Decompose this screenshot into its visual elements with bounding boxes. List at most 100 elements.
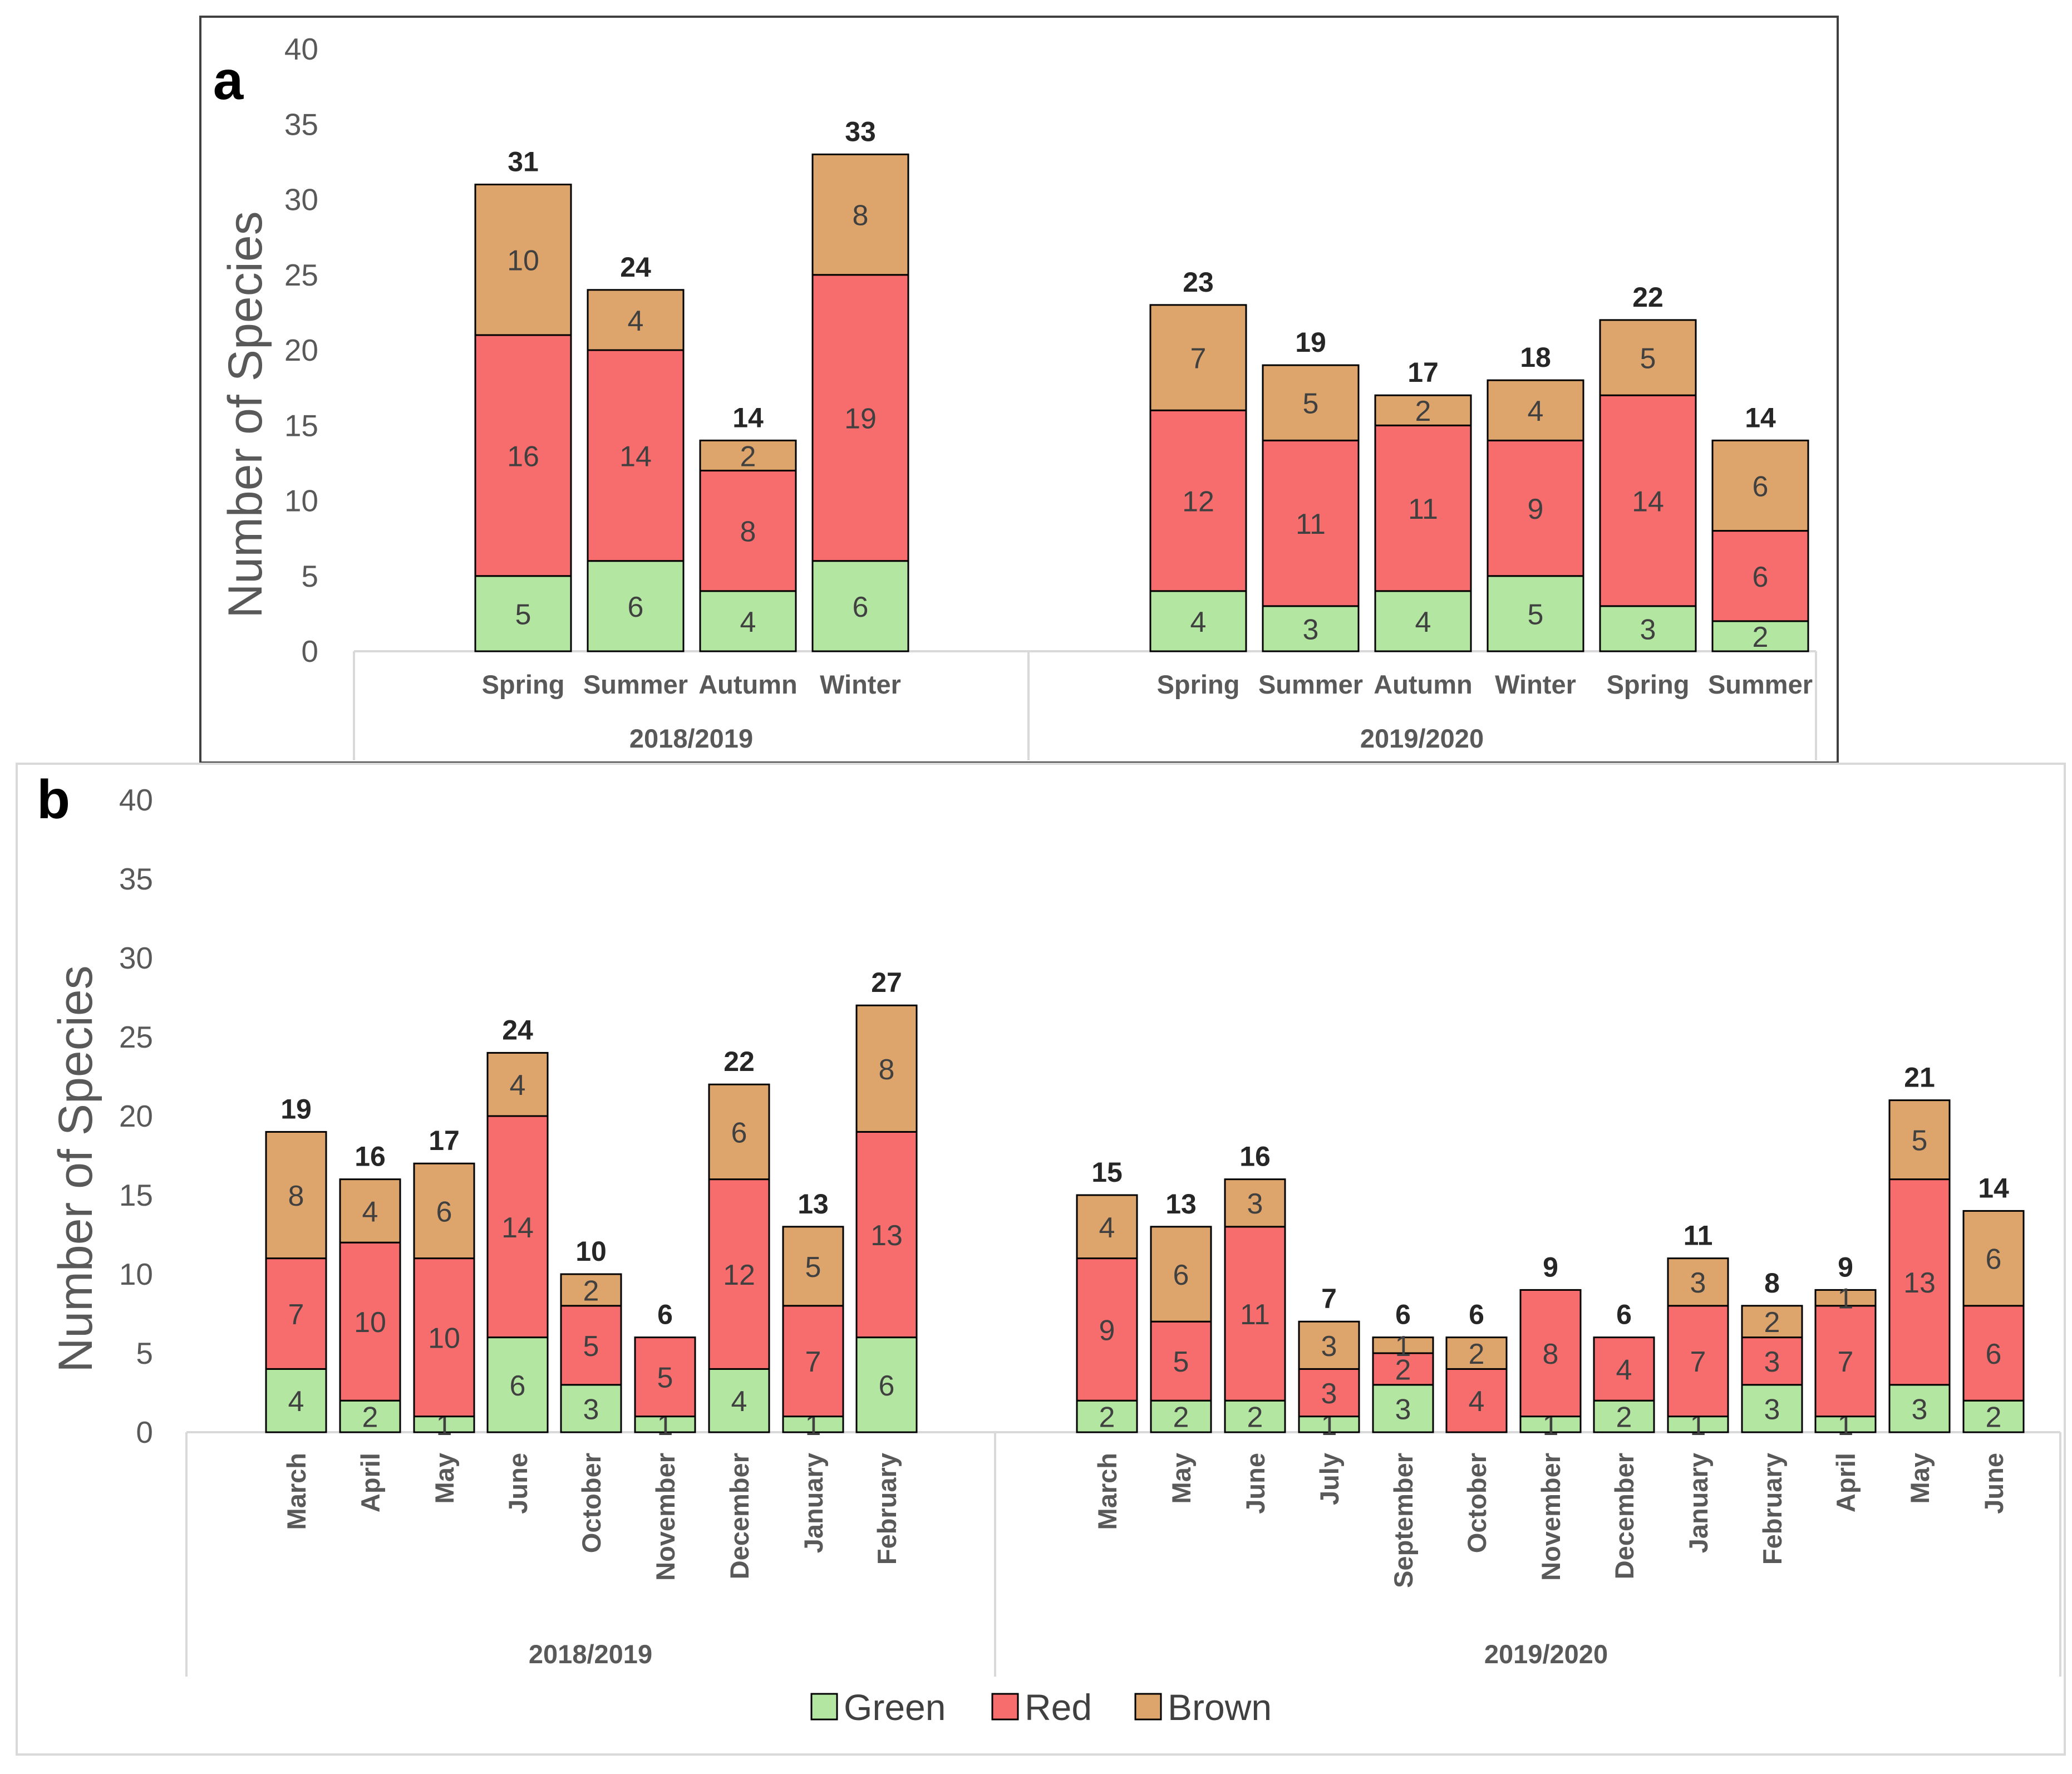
- bar-segment-red: [699, 469, 797, 592]
- bar-total-label: 24: [620, 252, 651, 283]
- segment-label: 3: [1764, 1393, 1780, 1426]
- x-category-label: Summer: [1258, 670, 1363, 699]
- segment-label: 11: [1296, 508, 1326, 540]
- segment-label: 2: [1753, 621, 1769, 653]
- x-category-label: October: [577, 1453, 606, 1553]
- x-group-label: 2019/2020: [1360, 724, 1484, 753]
- segment-label: 16: [507, 440, 539, 473]
- segment-label: 9: [1099, 1314, 1115, 1347]
- bar-total-label: 6: [657, 1299, 673, 1330]
- segment-label: 2: [740, 440, 756, 473]
- bar-segment-brown: [1149, 304, 1247, 411]
- segment-label: 7: [1690, 1346, 1706, 1378]
- y-tick-label: 5: [136, 1336, 153, 1370]
- segment-label: 6: [1753, 470, 1769, 503]
- segment-label: 5: [1303, 388, 1319, 420]
- bar-segment-brown: [474, 183, 572, 336]
- bar-segment-brown: [265, 1131, 327, 1260]
- bar-total-label: 10: [575, 1236, 607, 1267]
- x-category-label: January: [1684, 1453, 1713, 1553]
- y-tick-label: 5: [301, 559, 318, 593]
- segment-label: 4: [1099, 1212, 1115, 1244]
- segment-label: 3: [1395, 1393, 1411, 1426]
- bar-segment-green: [699, 590, 797, 652]
- bar-segment-red: [1487, 439, 1584, 577]
- bar-segment-green: [1298, 1416, 1360, 1433]
- x-category-label: Spring: [482, 670, 565, 699]
- segment-label: 5: [1640, 343, 1656, 375]
- x-group-label: 2018/2019: [529, 1639, 652, 1669]
- bar-total-label: 11: [1684, 1220, 1713, 1251]
- x-category-label: May: [430, 1453, 459, 1503]
- x-category-label: February: [872, 1453, 902, 1565]
- bar-total-label: 13: [1165, 1188, 1197, 1220]
- bar-segment-brown: [1262, 364, 1360, 441]
- segment-label: 3: [1690, 1267, 1706, 1299]
- y-tick-label: 40: [284, 32, 318, 66]
- segment-label: 12: [1182, 486, 1214, 518]
- bar-total-label: 17: [429, 1125, 460, 1156]
- bar-segment-brown: [1487, 379, 1584, 441]
- bar-total-label: 22: [1632, 282, 1663, 313]
- bar-segment-red: [339, 1241, 401, 1402]
- x-category-label: November: [651, 1453, 680, 1581]
- x-category-label: June: [1241, 1453, 1270, 1514]
- segment-label: 8: [879, 1054, 895, 1086]
- segment-label: 3: [583, 1393, 599, 1426]
- segment-label: 3: [1640, 613, 1656, 646]
- bar-total-label: 14: [732, 402, 764, 433]
- bar-segment-green: [1519, 1416, 1582, 1433]
- segment-label: 5: [657, 1362, 673, 1394]
- bar-total-label: 13: [798, 1188, 829, 1220]
- bar-segment-red: [474, 334, 572, 577]
- segment-label: 5: [1912, 1125, 1928, 1157]
- segment-label: 3: [1321, 1330, 1337, 1363]
- bar-segment-brown: [486, 1051, 549, 1117]
- segment-label: 14: [1632, 486, 1664, 518]
- panel-letter: a: [213, 50, 244, 111]
- bar-segment-brown: [1076, 1194, 1138, 1260]
- x-category-label: Summer: [583, 670, 688, 699]
- bar-segment-red: [1262, 439, 1360, 607]
- bar-segment-green: [811, 560, 909, 652]
- y-tick-label: 30: [119, 941, 153, 975]
- segment-label: 3: [1321, 1378, 1337, 1410]
- segment-label: 2: [583, 1275, 599, 1307]
- segment-label: 2: [1415, 395, 1431, 427]
- segment-label: 6: [1173, 1259, 1189, 1291]
- bar-segment-brown: [339, 1178, 401, 1244]
- legend-label-green: Green: [844, 1687, 946, 1728]
- bar-segment-green: [1262, 605, 1360, 652]
- bar-segment-red: [1741, 1336, 1803, 1386]
- bar-segment-green: [634, 1416, 696, 1433]
- segment-label: 4: [1469, 1385, 1485, 1418]
- bar-segment-green: [855, 1336, 918, 1433]
- segment-label: 2: [1247, 1402, 1263, 1434]
- x-category-label: January: [799, 1453, 828, 1553]
- bar-total-label: 9: [1838, 1251, 1853, 1282]
- bar-total-label: 6: [1469, 1299, 1484, 1330]
- bar-segment-brown: [1372, 1336, 1434, 1354]
- x-category-label: Spring: [1157, 670, 1240, 699]
- x-category-label: May: [1905, 1453, 1935, 1503]
- segment-label: 5: [805, 1251, 821, 1284]
- segment-label: 1: [1838, 1283, 1854, 1315]
- bar-segment-red: [811, 274, 909, 562]
- segment-label: 4: [740, 606, 756, 638]
- segment-label: 11: [1240, 1299, 1270, 1331]
- bar-segment-brown: [560, 1273, 622, 1307]
- bar-segment-green: [1150, 1399, 1212, 1433]
- bar-segment-brown: [1599, 319, 1697, 396]
- bar-segment-red: [413, 1257, 475, 1418]
- segment-label: 4: [288, 1385, 304, 1418]
- y-tick-label: 15: [284, 408, 318, 443]
- bar-segment-red: [1599, 394, 1697, 607]
- segment-label: 4: [362, 1196, 378, 1228]
- y-tick-label: 10: [119, 1257, 153, 1291]
- segment-label: 5: [1173, 1346, 1189, 1378]
- bar-total-label: 6: [1395, 1299, 1411, 1330]
- segment-label: 5: [515, 598, 531, 631]
- x-category-label: July: [1315, 1453, 1344, 1505]
